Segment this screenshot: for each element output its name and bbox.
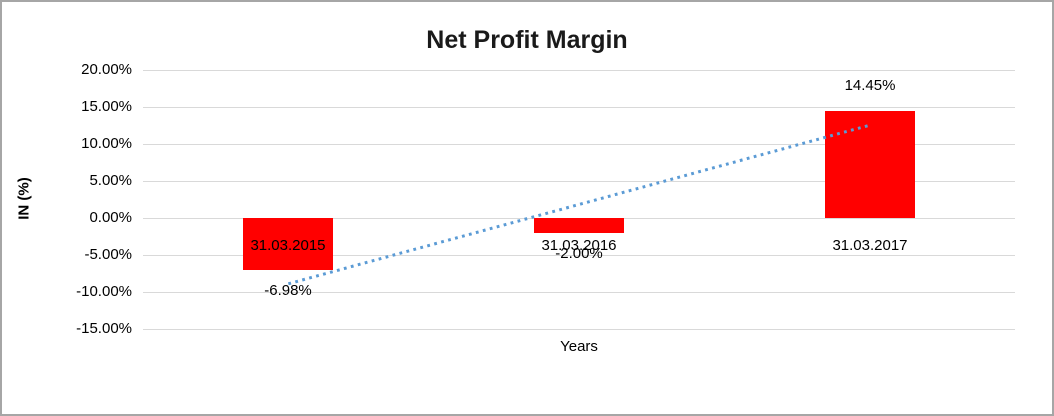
data-label: 14.45%	[844, 77, 896, 94]
bar-31.03.2016	[534, 218, 624, 233]
y-tick-label: -5.00%	[84, 246, 132, 263]
bar-31.03.2017	[825, 111, 915, 218]
chart-title: Net Profit Margin	[426, 26, 628, 54]
data-label: -2.00%	[555, 245, 603, 262]
y-gridline	[143, 107, 1015, 108]
category-label: 31.03.2015	[250, 237, 326, 254]
y-gridline	[143, 70, 1015, 71]
x-axis-title: Years	[560, 338, 598, 355]
y-tick-label: -15.00%	[76, 320, 132, 337]
y-axis-title: IN (%)	[15, 177, 33, 220]
category-label: 31.03.2017	[832, 237, 908, 254]
y-tick-label: 15.00%	[81, 98, 132, 115]
y-gridline	[143, 329, 1015, 330]
data-label: -6.98%	[264, 282, 312, 299]
y-tick-label: 0.00%	[89, 209, 132, 226]
y-tick-label: 5.00%	[89, 172, 132, 189]
y-gridline	[143, 292, 1015, 293]
y-tick-label: 10.00%	[81, 135, 132, 152]
y-tick-label: 20.00%	[81, 61, 132, 78]
y-tick-label: -10.00%	[76, 283, 132, 300]
